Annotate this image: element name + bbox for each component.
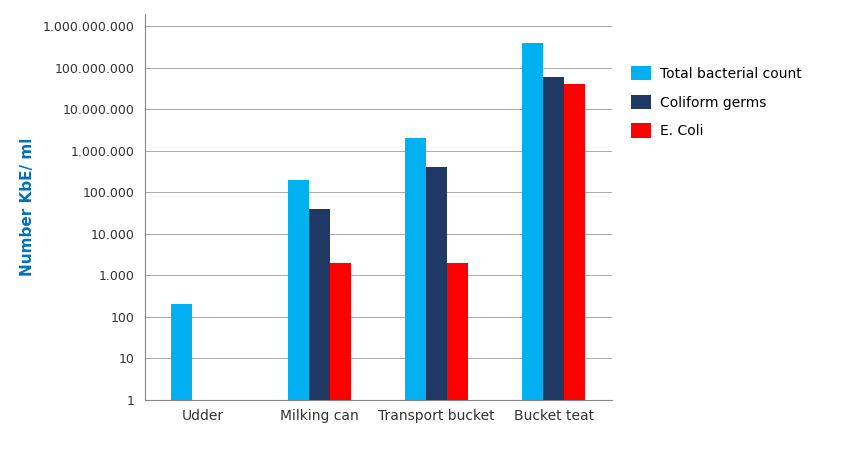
Bar bbox=[172, 304, 192, 400]
Bar bbox=[405, 138, 426, 400]
Legend: Total bacterial count, Coliform germs, E. Coli: Total bacterial count, Coliform germs, E… bbox=[624, 59, 808, 145]
Bar bbox=[426, 167, 447, 400]
Bar bbox=[309, 208, 331, 400]
Bar bbox=[543, 77, 564, 400]
Bar bbox=[522, 43, 543, 400]
Bar bbox=[564, 84, 585, 400]
Bar bbox=[447, 262, 468, 400]
Bar bbox=[288, 180, 309, 400]
Bar bbox=[331, 262, 351, 400]
Y-axis label: Number KbE/ ml: Number KbE/ ml bbox=[20, 138, 35, 276]
